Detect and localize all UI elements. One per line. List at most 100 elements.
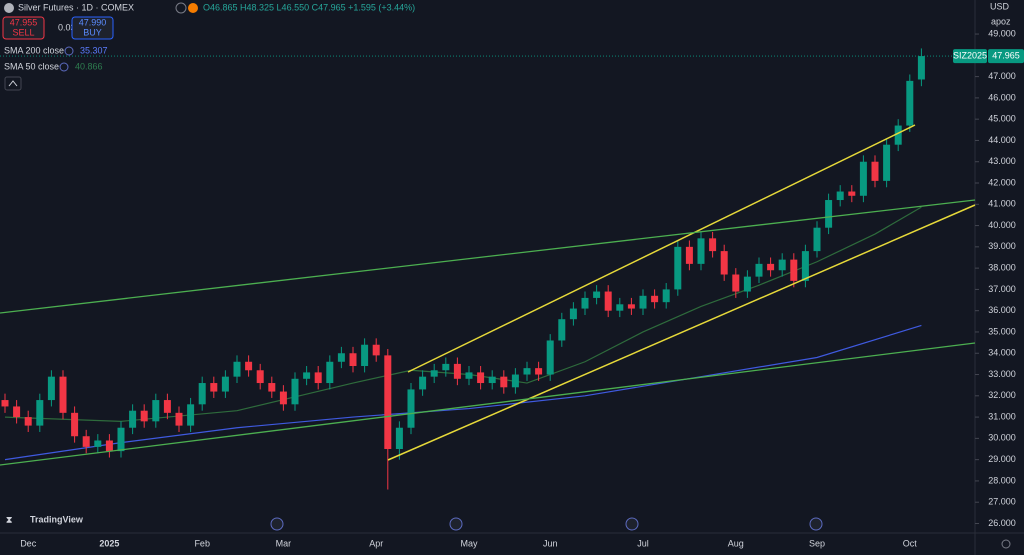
candle-body [639,295,647,309]
candle-body [883,144,891,181]
settings-icon[interactable] [1001,539,1011,549]
trend-line [0,342,976,466]
trend-line [407,124,916,373]
candle-body [59,376,67,413]
unit[interactable]: apoz [991,16,1011,26]
y-tick-label: 40.000 [988,220,1016,230]
indicator-name: SMA 200 close [4,45,64,55]
candle-body [187,404,195,426]
candle-body [511,374,519,388]
candle-body [523,368,531,375]
candle-body [836,191,844,201]
trend-line [387,204,976,461]
currency[interactable]: USD [990,1,1010,11]
candle-body [221,376,229,392]
trend-line [0,199,976,314]
ohlc: O46.865 H48.325 L46.550 C47.965 +1.595 (… [203,2,415,12]
y-tick-label: 26.000 [988,518,1016,528]
candle-body [94,440,102,447]
candle-body [871,161,879,181]
logo-mark: ⧗ [6,514,12,524]
candle-body [105,440,113,452]
y-tick-label: 45.000 [988,114,1016,124]
collapse-button[interactable] [4,76,22,91]
candle-body [651,295,659,303]
candle-body [210,383,218,392]
indicator-name: SMA 50 close [4,61,59,71]
sma-line [4,324,922,461]
y-tick-label: 49.000 [988,28,1016,38]
candle-body [917,56,925,80]
candle-body [279,391,287,405]
candle-body [906,80,914,126]
candle-body [894,125,902,145]
candle-body [117,427,125,452]
candle-body [488,376,496,384]
candle-body [604,291,612,311]
candle-body [546,340,554,375]
candle-body [720,251,728,275]
x-tick-label: Dec [20,538,37,548]
candle-body [430,370,438,377]
candle-body [616,304,624,311]
plot [0,48,975,490]
candle-body [303,372,311,379]
candle-body [175,412,183,426]
y-tick-label: 33.000 [988,369,1016,379]
indicator-value: 35.307 [80,45,108,55]
status-icon [188,3,198,13]
status-icon [175,2,187,14]
y-tick-label: 44.000 [988,135,1016,145]
event-icon[interactable] [449,517,463,531]
event-icon[interactable] [809,517,823,531]
candle-body [767,263,775,271]
candle-body [337,353,345,362]
collapse-icon [8,80,18,87]
x-tick-label: Aug [728,538,744,548]
y-tick-label: 37.000 [988,284,1016,294]
candle-body [569,308,577,320]
candle-body [82,436,90,447]
sell-button[interactable] [2,16,45,40]
event-icon[interactable] [625,517,639,531]
price-tag [988,49,1024,64]
x-tick-label: Apr [369,538,383,548]
candle-body [256,370,264,384]
x-tick-label: Feb [194,538,210,548]
x-tick-label: Jul [637,538,649,548]
spread: 0.035 [58,22,81,32]
candle-body [407,389,415,428]
candle-body [361,344,369,367]
y-tick-label: 31.000 [988,411,1016,421]
event-icon[interactable] [270,517,284,531]
candle-body [801,251,809,281]
buy-button[interactable] [71,16,114,40]
symbol-title: Silver Futures · 1D · COMEX [18,2,134,12]
x-tick-label: Oct [903,538,918,548]
y-tick-label: 30.000 [988,433,1016,443]
candle-body [24,417,32,426]
x-tick-label: 2025 [99,538,119,548]
indicator-icon [64,46,74,56]
candle-body [732,274,740,292]
candle-body [627,304,635,309]
candle-body [163,400,171,413]
candle-body [743,276,751,292]
y-tick-label: 27.000 [988,497,1016,507]
y-tick-label: 43.000 [988,156,1016,166]
candle-body [848,191,856,196]
y-tick-label: 28.000 [988,475,1016,485]
y-tick-label: 36.000 [988,305,1016,315]
y-tick-label: 34.000 [988,348,1016,358]
candle-body [129,410,137,428]
candle-body [535,368,543,375]
price-tag-label: 47.965 [992,50,1020,60]
y-tick-label: 38.000 [988,263,1016,273]
candle-body [778,259,786,271]
x-tick-label: Jun [543,538,558,548]
candle-body [314,372,322,384]
symbol-icon [4,3,14,13]
y-tick-label: 35.000 [988,326,1016,336]
indicator-value: 40.866 [75,61,103,71]
